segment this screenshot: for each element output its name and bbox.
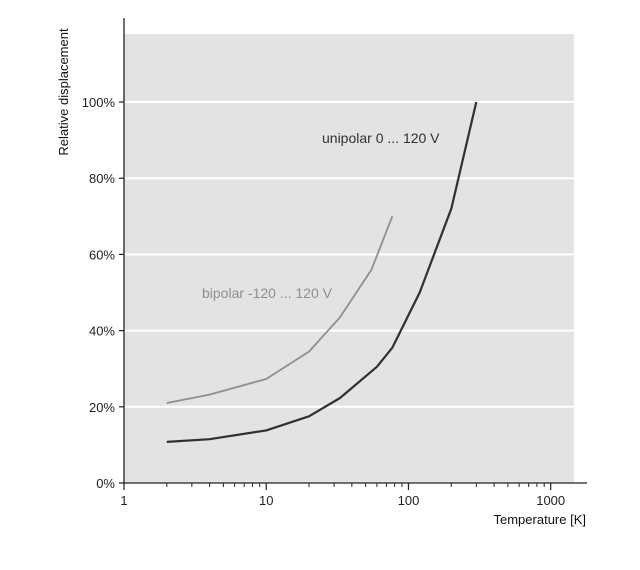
series-layer [166, 101, 478, 443]
ticks [119, 101, 552, 490]
series-line-1 [166, 101, 478, 443]
plot-background [124, 34, 574, 483]
y-tick-label-0: 0% [96, 476, 115, 491]
tick-labels: 0% 20% 40% 60% 80% 100% 1 10 100 1000 [82, 95, 565, 508]
x-tick-label-0: 1 [120, 493, 127, 508]
y-tick-label-5: 100% [82, 95, 116, 110]
y-axis-title: Relative displacement [56, 28, 71, 156]
y-tick-label-2: 40% [89, 324, 115, 339]
gridlines [124, 101, 574, 408]
series-label-unipolar: unipolar 0 ... 120 V [322, 130, 440, 146]
x-axis-title: Temperature [K] [494, 512, 587, 527]
y-tick-label-3: 60% [89, 247, 115, 262]
x-tick-label-2: 100 [398, 493, 420, 508]
x-tick-label-3: 1000 [536, 493, 565, 508]
y-tick-label-1: 20% [89, 400, 115, 415]
y-tick-label-4: 80% [89, 171, 115, 186]
x-tick-label-1: 10 [259, 493, 273, 508]
axes [123, 18, 587, 484]
series-line-0 [166, 215, 394, 404]
series-label-bipolar: bipolar -120 ... 120 V [202, 285, 333, 301]
